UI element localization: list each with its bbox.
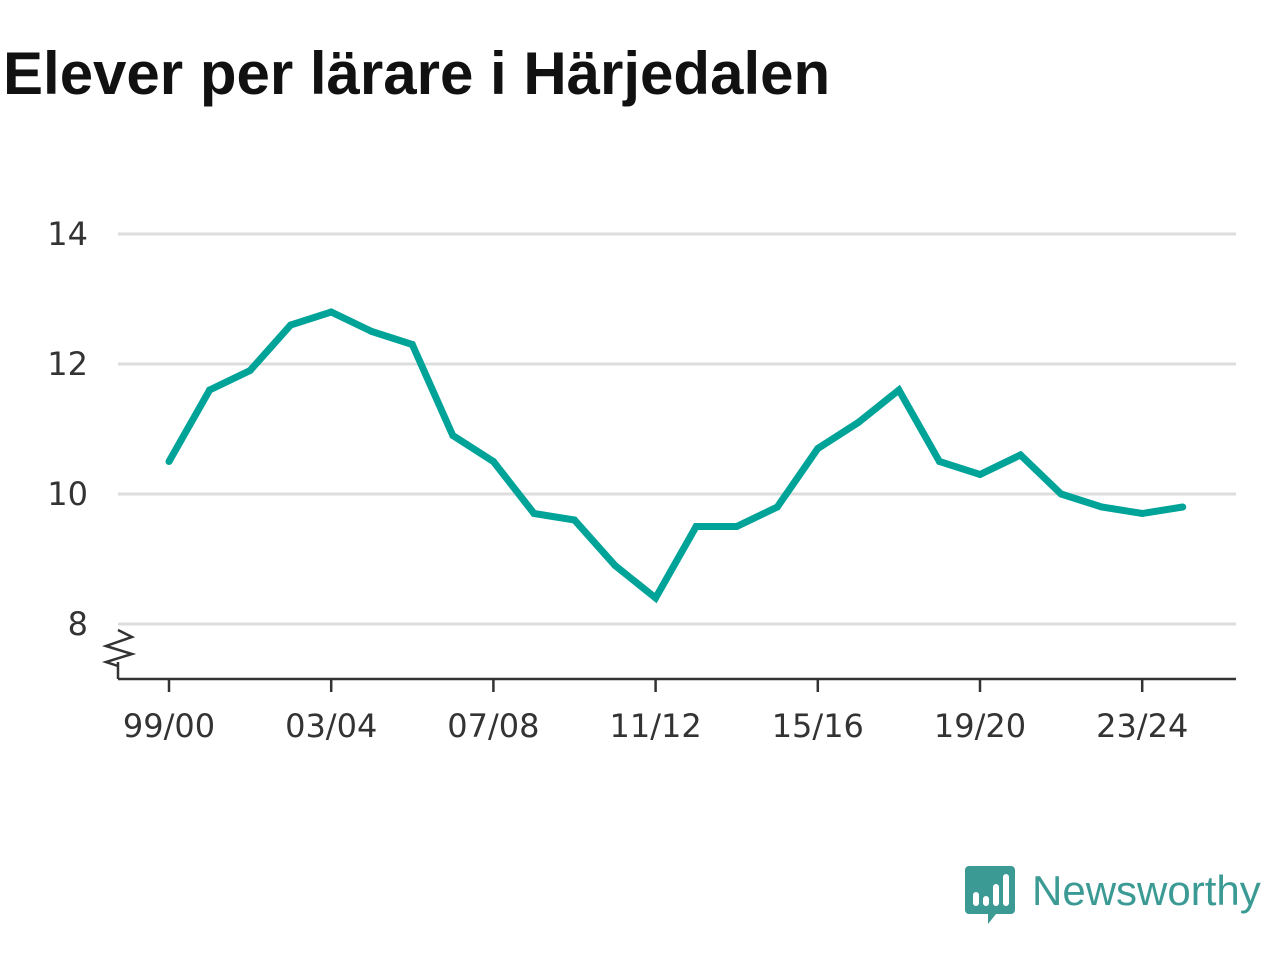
line-chart: 8 10 12 14 99/00 03/04 07/08 11/12 15/16 19/20 23/… (47, 215, 1236, 745)
data-point (165, 458, 173, 465)
data-point (814, 445, 822, 452)
data-point (733, 523, 741, 530)
chart-title: Elever per lärare i Härjedalen (3, 40, 831, 107)
x-tick-label: 15/16 (772, 707, 864, 745)
y-tick-label: 12 (47, 345, 88, 383)
axes (101, 628, 1236, 692)
data-point (935, 458, 943, 465)
x-tick-label: 99/00 (123, 707, 215, 745)
data-point (1098, 503, 1106, 511)
data-point (449, 432, 457, 439)
series-line (165, 308, 1184, 604)
data-point (1017, 451, 1025, 459)
x-tick-label: 11/12 (609, 707, 701, 745)
data-point (611, 562, 619, 569)
data-point (773, 503, 781, 511)
data-point (854, 419, 862, 426)
data-point (408, 341, 416, 348)
x-tick-label: 19/20 (934, 707, 1026, 745)
data-point (287, 321, 295, 329)
newsworthy-logo-icon (965, 866, 1015, 924)
data-point (206, 386, 214, 394)
data-point (571, 516, 578, 524)
newsworthy-brand: Newsworthy (964, 862, 1261, 928)
data-point (246, 367, 254, 374)
tick-labels: 8 10 12 14 99/00 03/04 07/08 11/12 15/16 19/20 23/… (47, 215, 1188, 745)
x-tick-label: 07/08 (447, 707, 539, 745)
data-point (692, 523, 700, 530)
y-tick-label: 10 (47, 475, 88, 513)
data-point (1138, 510, 1146, 517)
y-tick-label: 8 (68, 605, 88, 643)
data-point (530, 510, 538, 517)
data-point (368, 328, 376, 335)
grid-lines (118, 232, 1236, 626)
x-tick-label: 03/04 (285, 707, 377, 745)
data-point (895, 386, 903, 394)
brand-name: Newsworthy (1032, 867, 1261, 914)
x-tick-label: 23/24 (1096, 707, 1188, 745)
y-tick-label: 14 (47, 215, 88, 253)
y-axis-break-icon (101, 628, 137, 668)
series-layer (165, 308, 1187, 604)
data-point (652, 594, 660, 602)
data-point (1057, 490, 1065, 498)
data-point (976, 471, 984, 478)
data-point (327, 308, 335, 316)
data-point (1179, 503, 1187, 511)
data-point (489, 458, 497, 465)
